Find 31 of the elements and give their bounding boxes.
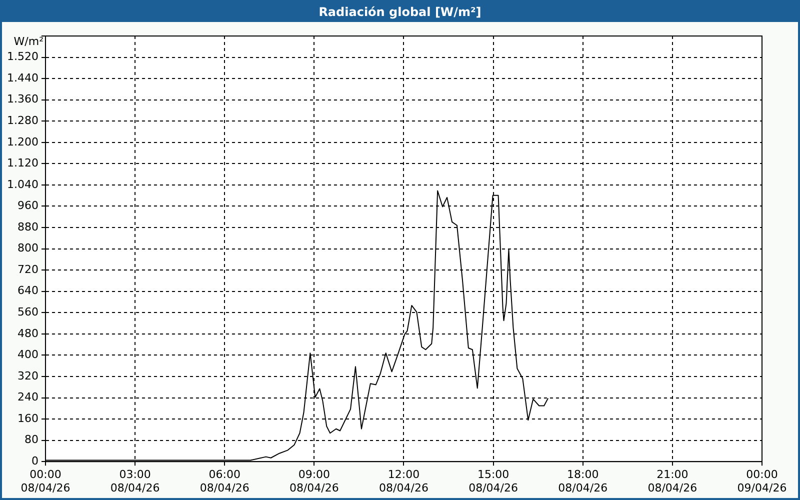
x-tick-label: 21:00 08/04/26 bbox=[648, 468, 698, 494]
y-tick-label: 800 bbox=[17, 242, 38, 255]
y-axis-title: W/m² bbox=[14, 34, 44, 48]
y-tick-label: 560 bbox=[17, 306, 38, 318]
y-tick-label: 960 bbox=[17, 199, 38, 212]
y-tick-label: 1.440 bbox=[6, 71, 38, 84]
y-tick-label: 1.200 bbox=[6, 135, 38, 148]
y-tick-label: 0 bbox=[31, 454, 38, 468]
x-tick-label: 12:00 08/04/26 bbox=[379, 468, 428, 494]
x-tick-label: 15:00 08/04/26 bbox=[468, 468, 518, 494]
x-tick-label: 06:00 08/04/26 bbox=[200, 468, 250, 494]
y-tick-label: 160 bbox=[17, 412, 38, 425]
y-tick-label: 1.040 bbox=[6, 178, 38, 191]
y-tick-label: 720 bbox=[17, 262, 38, 276]
y-tick-label: 240 bbox=[17, 390, 38, 404]
y-tick-label: 320 bbox=[17, 369, 38, 382]
y-tick-label: 1.360 bbox=[6, 92, 38, 106]
y-tick-label: 400 bbox=[17, 348, 38, 362]
x-tick-label: 09:00 08/04/26 bbox=[289, 468, 339, 494]
y-tick-label: 1.520 bbox=[6, 50, 38, 64]
y-tick-label: 640 bbox=[17, 284, 38, 298]
y-tick-label: 480 bbox=[17, 326, 38, 340]
y-tick-label: 1.120 bbox=[6, 156, 38, 170]
y-tick-label: 1.280 bbox=[6, 114, 38, 127]
x-tick-label: 03:00 08/04/26 bbox=[110, 468, 160, 494]
y-tick-label: 80 bbox=[24, 433, 38, 446]
chart-title: Radiación global [W/m²] bbox=[2, 2, 798, 22]
x-tick-label: 00:00 09/04/26 bbox=[737, 468, 787, 494]
x-tick-label: 18:00 08/04/26 bbox=[558, 468, 608, 494]
y-tick-label: 880 bbox=[17, 220, 38, 234]
x-tick-label: 00:00 08/04/26 bbox=[20, 468, 70, 494]
